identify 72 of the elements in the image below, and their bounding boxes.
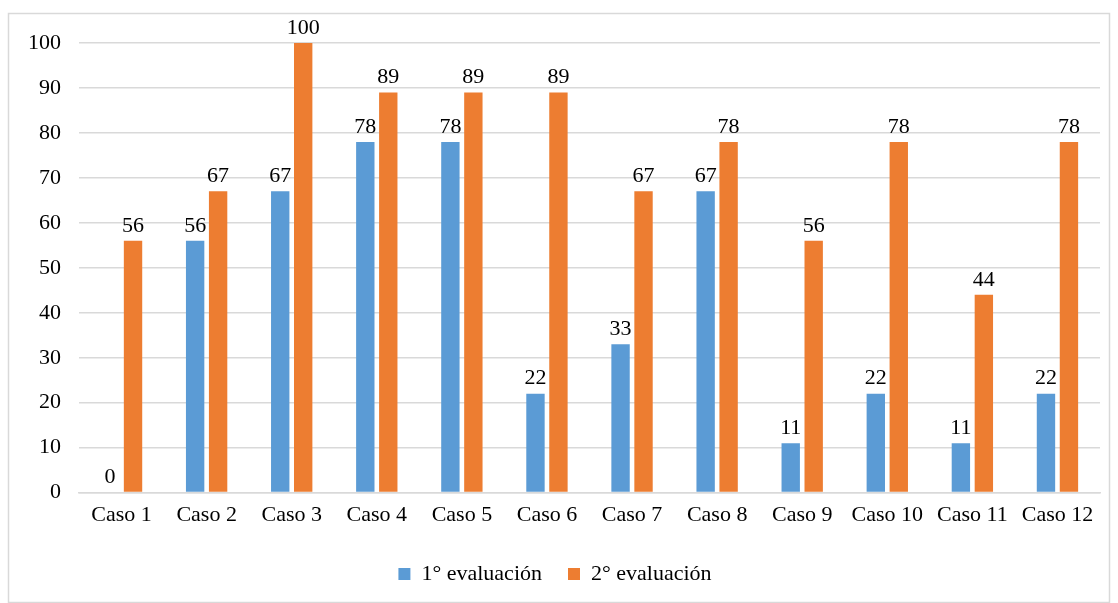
y-tick-label: 80 <box>39 118 61 144</box>
data-label: 89 <box>547 63 570 89</box>
x-tick-label: Caso 11 <box>937 500 1008 526</box>
data-label: 22 <box>864 364 887 390</box>
data-label: 67 <box>632 162 655 188</box>
bar <box>208 191 228 492</box>
data-label: 67 <box>269 162 292 188</box>
x-tick-label: Caso 10 <box>851 500 924 526</box>
bar <box>271 191 290 492</box>
data-label: 56 <box>802 211 825 237</box>
y-tick-label: 70 <box>39 163 61 189</box>
bar <box>294 43 313 492</box>
bar <box>1036 393 1056 492</box>
data-label: 89 <box>462 63 485 89</box>
bar <box>379 92 398 492</box>
bar <box>889 141 908 492</box>
data-label: 78 <box>887 112 910 138</box>
data-label: 44 <box>972 265 995 291</box>
data-label: 78 <box>354 112 377 138</box>
x-tick-label: Caso 5 <box>431 500 493 526</box>
data-label: 78 <box>439 112 462 138</box>
data-label: 56 <box>184 211 207 237</box>
data-label: 100 <box>286 13 320 39</box>
bar <box>123 240 143 492</box>
x-tick-label: Caso 3 <box>261 500 322 526</box>
data-label: 11 <box>950 413 972 439</box>
bar <box>866 393 885 492</box>
y-tick-label: 100 <box>28 28 61 54</box>
bar <box>634 191 653 492</box>
y-tick-label: 40 <box>39 298 61 324</box>
data-label: 33 <box>609 315 632 341</box>
y-tick-label: 10 <box>39 433 61 459</box>
data-label: 22 <box>524 364 547 390</box>
bar <box>611 344 630 492</box>
x-tick-label: Caso 9 <box>771 500 833 526</box>
data-label: 0 <box>104 463 116 489</box>
data-label: 56 <box>122 211 145 237</box>
x-tick-label: Caso 6 <box>516 500 578 526</box>
legend-label: 1° evaluación <box>421 559 543 585</box>
bar <box>356 141 375 492</box>
bar <box>781 443 800 492</box>
bar <box>185 240 205 492</box>
legend-label: 2° evaluación <box>591 559 712 585</box>
x-tick-label: Caso 2 <box>176 500 237 526</box>
x-tick-label: Caso 8 <box>686 500 748 526</box>
bar <box>1059 141 1079 492</box>
bar <box>804 240 823 492</box>
bar <box>974 294 994 492</box>
data-label: 22 <box>1034 364 1057 390</box>
x-tick-label: Caso 12 <box>1021 500 1094 526</box>
bar <box>696 191 715 492</box>
bar <box>464 92 483 492</box>
data-label: 67 <box>694 162 717 188</box>
bar <box>526 393 545 492</box>
y-tick-label: 90 <box>39 73 61 99</box>
data-label: 11 <box>780 413 802 439</box>
y-tick-label: 50 <box>39 253 61 279</box>
x-tick-label: Caso 4 <box>346 500 408 526</box>
data-label: 89 <box>377 63 400 89</box>
y-tick-label: 60 <box>39 208 61 234</box>
y-tick-label: 20 <box>39 388 61 414</box>
bar <box>719 141 738 492</box>
bar <box>441 141 460 492</box>
y-tick-label: 0 <box>50 478 61 504</box>
x-tick-label: Caso 1 <box>91 500 152 526</box>
x-tick-label: Caso 7 <box>601 500 663 526</box>
data-label: 78 <box>717 112 740 138</box>
bar <box>549 92 568 492</box>
data-label: 78 <box>1057 112 1080 138</box>
bar <box>951 443 971 492</box>
y-tick-label: 30 <box>39 343 61 369</box>
data-label: 67 <box>207 162 230 188</box>
